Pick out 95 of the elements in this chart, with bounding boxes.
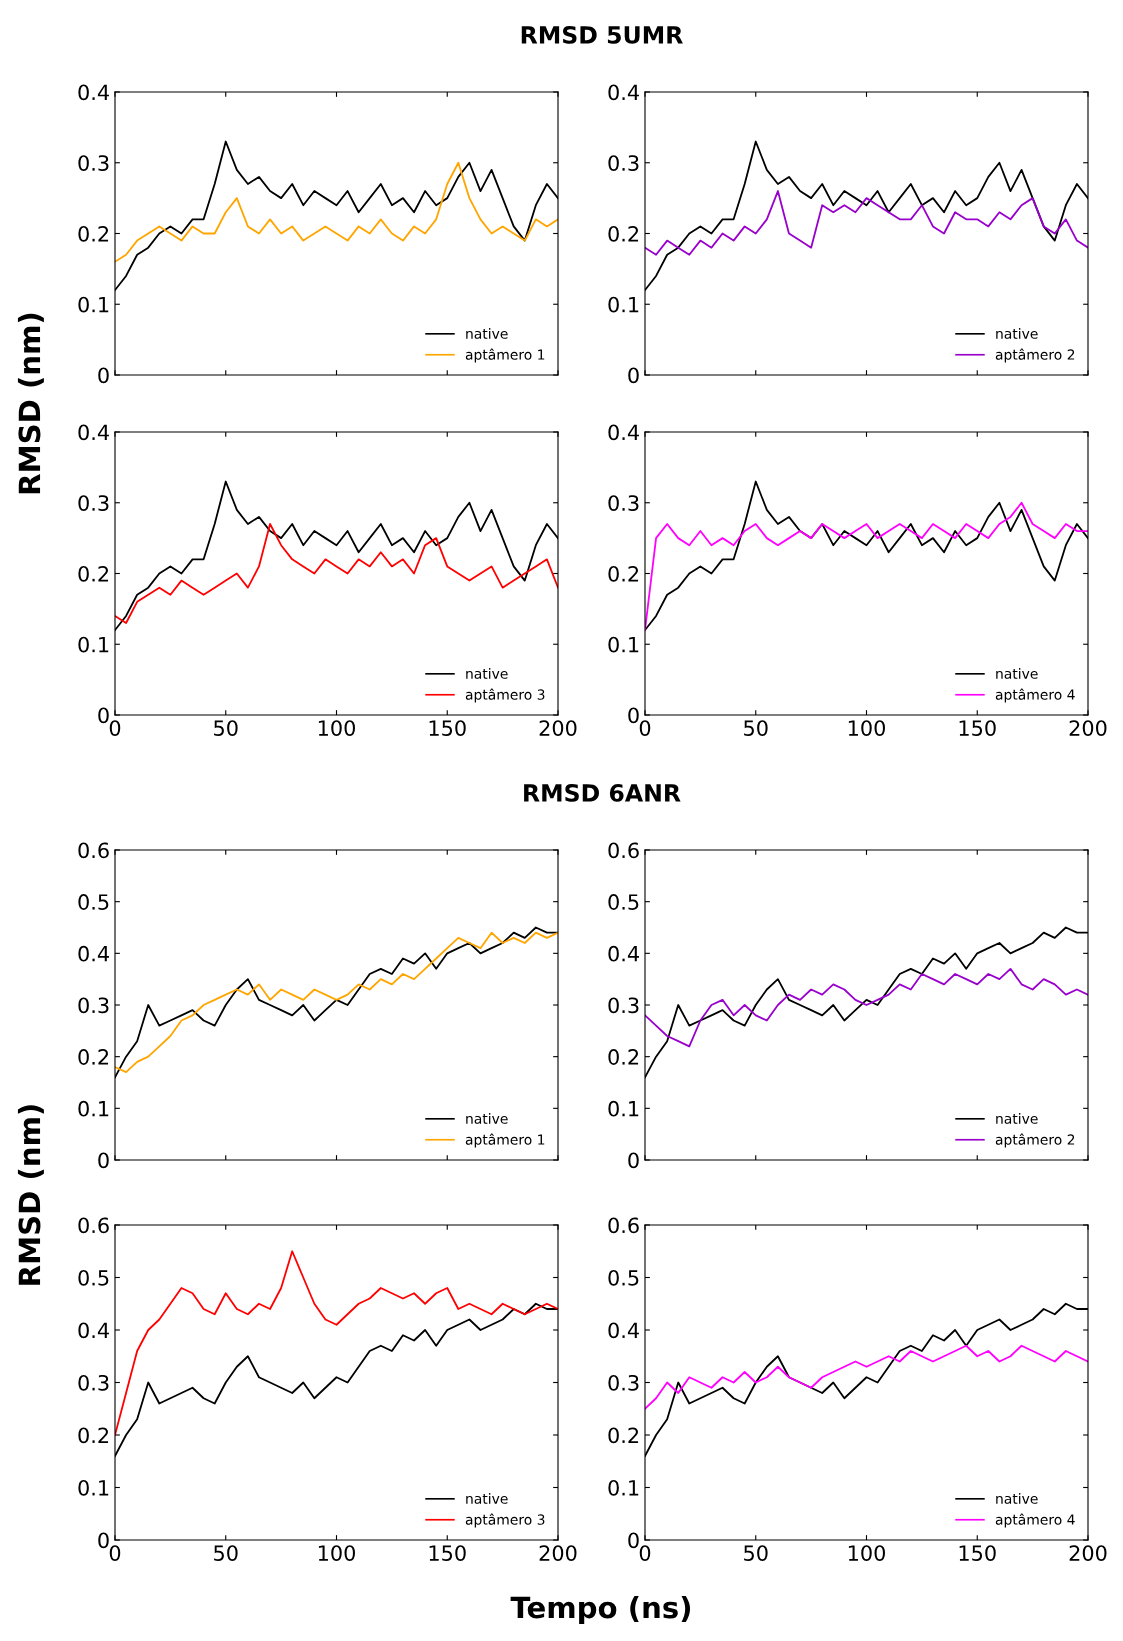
y-tick-label: 0.4 — [608, 84, 639, 101]
y-tick-label: 0.3 — [608, 997, 639, 1014]
legend-label: aptâmero 4 — [995, 1513, 1075, 1528]
y-tick-label: 0.1 — [78, 1479, 109, 1496]
x-tick-label: 0 — [639, 1545, 651, 1561]
y-tick-label: 0.2 — [78, 1427, 109, 1444]
y-tick-label: 0.3 — [78, 495, 109, 511]
x-tick-label: 50 — [214, 1545, 238, 1561]
legend-label: aptâmero 2 — [995, 1133, 1075, 1148]
y-tick-label: 0.1 — [608, 1100, 639, 1117]
line-series — [115, 161, 558, 263]
x-tick-label: 150 — [959, 1545, 996, 1561]
y-tick-label: 0.2 — [608, 565, 639, 582]
x-tick-label: 200 — [1069, 720, 1107, 736]
y-tick-label: 0.5 — [608, 894, 639, 910]
legend-label: aptâmero 2 — [995, 348, 1075, 363]
y-tick-label: 0 — [628, 707, 639, 724]
x-tick-label: 50 — [744, 1545, 768, 1561]
line-series — [645, 1344, 1088, 1410]
y-tick-label: 0.2 — [608, 1427, 639, 1444]
y-tick-label: 0.6 — [608, 842, 639, 859]
x-tick-label: 100 — [848, 1545, 885, 1561]
x-tick-label: 200 — [539, 720, 577, 736]
y-tick-label: 0.1 — [608, 1479, 639, 1496]
legend-label: aptâmero 1 — [465, 1133, 545, 1148]
y-tick-label: 0.3 — [608, 155, 639, 171]
legend-label: native — [466, 1113, 508, 1124]
x-tick-label: 100 — [318, 1545, 355, 1561]
y-tick-label: 0.3 — [78, 1374, 109, 1391]
y-tick-label: 0.4 — [608, 1322, 639, 1339]
y-tick-label: 0.4 — [78, 424, 109, 441]
y-tick-label: 0.2 — [608, 225, 639, 242]
x-tick-label: 0 — [109, 720, 121, 736]
y-tick-label: 0.3 — [608, 495, 639, 511]
y-tick-label: 0.3 — [78, 155, 109, 171]
x-tick-label: 100 — [848, 720, 885, 736]
y-axis-title: RMSD (nm) — [17, 313, 44, 494]
x-tick-label: 50 — [214, 720, 238, 736]
line-series — [115, 1250, 558, 1436]
y-tick-label: 0.4 — [608, 945, 639, 962]
y-tick-label: 0.4 — [608, 424, 639, 441]
y-tick-label: 0.6 — [78, 842, 109, 859]
x-tick-label: 0 — [109, 1545, 121, 1561]
y-tick-label: 0 — [98, 707, 109, 724]
x-tick-label: 50 — [744, 720, 768, 736]
line-series — [645, 190, 1088, 256]
y-tick-label: 0.4 — [78, 84, 109, 101]
y-tick-label: 0.5 — [78, 1269, 109, 1286]
y-tick-label: 0.5 — [608, 1269, 639, 1286]
legend-label: native — [996, 1113, 1038, 1124]
y-tick-label: 0 — [98, 1532, 109, 1549]
x-tick-label: 0 — [639, 720, 651, 736]
y-tick-label: 0 — [628, 367, 639, 384]
y-tick-label: 0.2 — [608, 1049, 639, 1065]
y-tick-label: 0.6 — [78, 1217, 109, 1234]
x-tick-label: 150 — [429, 1545, 466, 1561]
y-tick-label: 0 — [98, 1152, 109, 1169]
legend-label: aptâmero 3 — [465, 688, 545, 703]
y-tick-label: 0.5 — [78, 894, 109, 910]
y-tick-label: 0.3 — [78, 997, 109, 1014]
x-tick-label: 200 — [1069, 1545, 1107, 1561]
y-tick-label: 0 — [628, 1532, 639, 1549]
line-series — [115, 523, 558, 624]
chart-title: RMSD 6ANR — [524, 783, 681, 802]
legend-label: native — [996, 668, 1038, 679]
legend-label: native — [466, 668, 508, 679]
x-axis-title: Tempo (ns) — [510, 1595, 691, 1625]
legend-label: aptâmero 4 — [995, 688, 1075, 703]
line-series — [645, 967, 1088, 1048]
y-tick-label: 0.6 — [608, 1217, 639, 1234]
y-tick-label: 0.4 — [78, 945, 109, 962]
x-tick-label: 150 — [959, 720, 996, 736]
y-tick-label: 0.2 — [78, 565, 109, 582]
legend-label: aptâmero 1 — [465, 348, 545, 363]
x-tick-label: 150 — [429, 720, 466, 736]
legend-label: native — [466, 1493, 508, 1504]
legend-label: native — [466, 328, 508, 339]
y-tick-label: 0.1 — [78, 296, 109, 313]
legend-label: native — [996, 328, 1038, 339]
x-tick-label: 100 — [318, 720, 355, 736]
y-tick-label: 0.1 — [608, 296, 639, 313]
legend-label: aptâmero 3 — [465, 1513, 545, 1528]
y-tick-label: 0 — [98, 367, 109, 384]
y-tick-label: 0.2 — [78, 225, 109, 242]
y-tick-label: 0.3 — [608, 1374, 639, 1391]
y-tick-label: 0.1 — [78, 636, 109, 653]
x-tick-label: 200 — [539, 1545, 577, 1561]
y-tick-label: 0.1 — [608, 636, 639, 653]
y-tick-label: 0.4 — [78, 1322, 109, 1339]
y-tick-label: 0.2 — [78, 1049, 109, 1065]
y-tick-label: 0.1 — [78, 1100, 109, 1117]
chart-title: RMSD 5UMR — [521, 25, 683, 44]
legend-label: native — [996, 1493, 1038, 1504]
y-axis-title: RMSD (nm) — [17, 1105, 44, 1285]
y-tick-label: 0 — [628, 1152, 639, 1169]
